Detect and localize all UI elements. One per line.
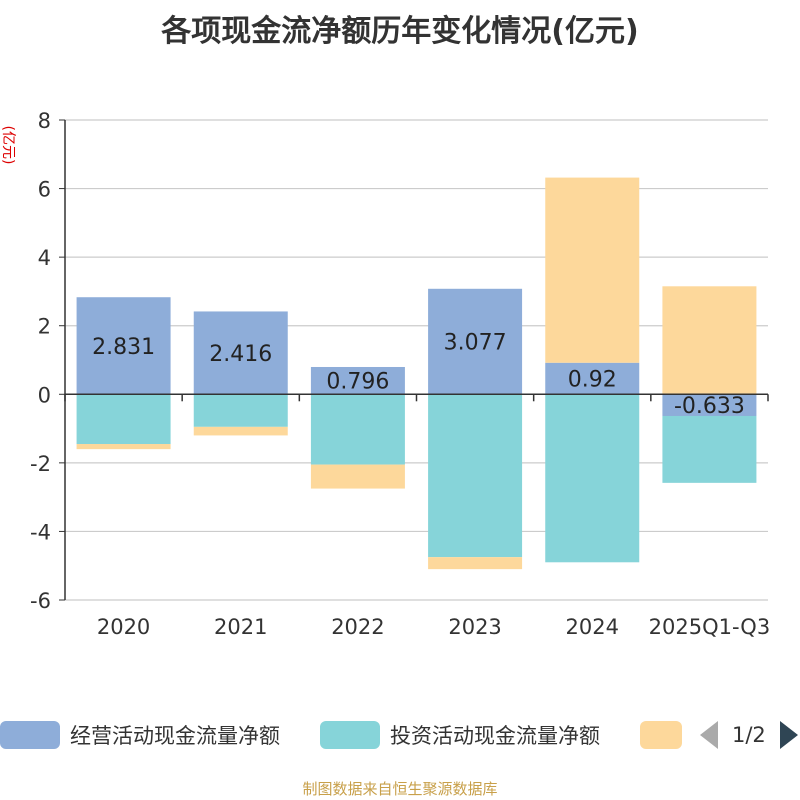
bar-series2-2023 — [428, 557, 523, 570]
bar-series1-2023 — [428, 394, 523, 558]
legend-next-page-icon[interactable] — [779, 721, 798, 749]
data-label-2020: 2.831 — [92, 335, 155, 360]
bar-series0-2020 — [76, 297, 171, 395]
data-label-2021: 2.416 — [209, 342, 272, 367]
x-tick-label-2021: 2021 — [214, 615, 267, 639]
y-tick-label: 2 — [38, 315, 51, 339]
bar-series1-2025Q1-Q3 — [662, 415, 757, 483]
y-tick-label: 8 — [38, 109, 51, 133]
legend-prev-page-icon[interactable] — [700, 721, 718, 749]
x-tick-label-2022: 2022 — [331, 615, 384, 639]
bar-series2-2024 — [545, 177, 640, 363]
chart-title: 各项现金流净额历年变化情况(亿元) — [161, 14, 639, 49]
grid-lines — [65, 119, 768, 601]
legend-pager: 1/2 — [700, 714, 798, 756]
bar-series0-2021 — [193, 311, 288, 395]
x-tick-label-2024: 2024 — [566, 615, 619, 639]
legend-item-operating[interactable]: 经营活动现金流量净额 — [0, 714, 280, 756]
data-label-2022: 0.796 — [326, 370, 389, 395]
data-label-2025Q1-Q3: -0.633 — [674, 394, 745, 419]
bar-series2-2022 — [310, 464, 405, 489]
legend-swatch-financing — [640, 721, 682, 749]
bar-series1-2020 — [76, 394, 171, 444]
legend: 经营活动现金流量净额 投资活动现金流量净额 1/2 — [0, 714, 800, 756]
data-label-2023: 3.077 — [444, 331, 507, 356]
y-axis-label: (亿元) — [0, 126, 16, 165]
x-tick-label-2023: 2023 — [448, 615, 501, 639]
bar-series0-2023 — [428, 288, 523, 395]
y-tick-label: -6 — [30, 589, 51, 613]
legend-page-indicator: 1/2 — [732, 723, 766, 747]
data-label-2024: 0.92 — [568, 368, 617, 393]
bar-series0-2025Q1-Q3 — [662, 394, 757, 416]
bar-series1-2021 — [193, 394, 288, 427]
legend-swatch-investing — [320, 721, 380, 749]
legend-item-financing[interactable] — [640, 714, 682, 756]
bar-series2-2020 — [76, 444, 171, 450]
bar-marks — [76, 177, 757, 570]
x-tick-label-2025Q1-Q3: 2025Q1-Q3 — [649, 615, 771, 639]
y-tick-label: -4 — [30, 520, 51, 544]
bar-series1-2024 — [545, 394, 640, 563]
y-tick-label: 6 — [38, 178, 51, 202]
bar-series2-2025Q1-Q3 — [662, 286, 757, 395]
source-note: 制图数据来自恒生聚源数据库 — [302, 780, 498, 798]
x-tick-label-2020: 2020 — [97, 615, 150, 639]
legend-label-investing: 投资活动现金流量净额 — [390, 724, 600, 748]
y-tick-label: 4 — [38, 246, 51, 270]
y-tick-label: -2 — [30, 452, 51, 476]
legend-swatch-operating — [0, 721, 60, 749]
bar-series1-2022 — [310, 394, 405, 465]
bar-series0-2024 — [545, 362, 640, 395]
data-labels: 2.831 2.416 0.796 3.077 0.92 -0.633 — [92, 331, 745, 420]
bar-series2-2021 — [193, 426, 288, 436]
legend-label-operating: 经营活动现金流量净额 — [70, 724, 280, 748]
axes: -6 -4 -2 0 2 4 6 8 2020 2021 2022 2023 2024 2025Q1-Q3 — [30, 109, 770, 639]
legend-item-investing[interactable]: 投资活动现金流量净额 — [320, 714, 600, 756]
y-tick-label: 0 — [38, 383, 51, 407]
bar-series0-2022 — [310, 366, 405, 395]
